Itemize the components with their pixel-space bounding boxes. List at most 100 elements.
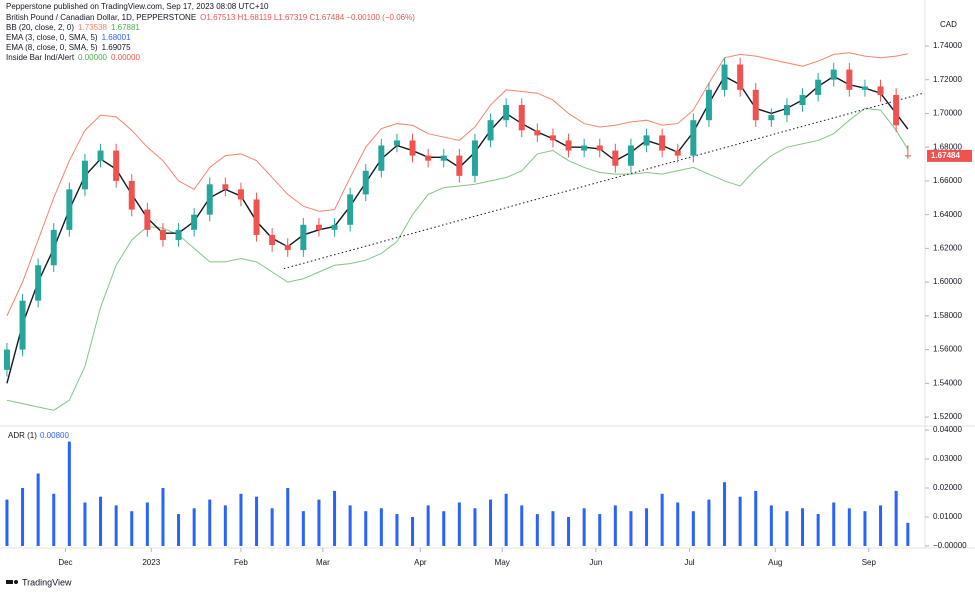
adr-bar [457, 502, 461, 546]
candle-body [300, 224, 307, 251]
adr-bar [161, 488, 165, 546]
adr-bar [348, 505, 352, 546]
candle-body [113, 150, 120, 181]
adr-bar [83, 502, 87, 546]
y-tick-label: 1.72000 [933, 75, 962, 84]
adr-bar [754, 490, 758, 546]
adr-bar [177, 514, 181, 546]
candle-body [799, 94, 806, 106]
adr-bar [582, 508, 586, 546]
x-tick-label: Jun [589, 558, 602, 567]
adr-bar [613, 505, 617, 546]
candle-body [581, 145, 588, 151]
legend-label: EMA (8, close, 0, SMA, 5) [6, 43, 98, 52]
adr-bar [629, 511, 633, 546]
adr-bar [99, 496, 103, 546]
candle-body [456, 155, 463, 176]
candle-body [768, 115, 775, 121]
indicator-line [6, 107, 909, 411]
candle-body [674, 150, 681, 156]
candle-body [175, 229, 182, 240]
legend-value: 1.73538 [78, 23, 107, 32]
adr-bar [723, 482, 727, 546]
adr-bar [598, 514, 602, 546]
adr-bar [395, 514, 399, 546]
y-tick-label: 1.74000 [933, 41, 962, 50]
adr-bar [426, 505, 430, 546]
legend-row: Inside Bar Ind/Alert 0.00000 0.00000 [6, 53, 140, 63]
candle-body [347, 194, 354, 225]
legend-row: BB (20, close, 2, 0) 1.73538 1.67881 [6, 23, 140, 33]
adr-bar [707, 499, 711, 546]
candle-body [284, 245, 291, 251]
legend-row: British Pound / Canadian Dollar, 1D, PEP… [6, 13, 415, 23]
legend-value: 0.00000 [78, 53, 107, 62]
x-tick-label: Mar [316, 558, 330, 567]
adr-bar [364, 511, 368, 546]
candle-body [815, 79, 822, 95]
adr-bar [301, 511, 305, 546]
legend-label: British Pound / Canadian Dollar, 1D, PEP… [6, 13, 197, 22]
y-tick-label: 1.68000 [933, 142, 962, 151]
candle-body [144, 209, 151, 230]
y-tick-label: 1.64000 [933, 210, 962, 219]
adr-bar [67, 441, 71, 546]
adr-bar [879, 505, 883, 546]
adr-bar [738, 496, 742, 546]
x-tick-label: 2023 [142, 558, 160, 567]
footer-brand: TradingView [22, 577, 72, 587]
candle-body [159, 229, 166, 240]
candle-body [19, 300, 26, 350]
candle-body [534, 130, 541, 136]
trend-line [283, 92, 924, 270]
adr-bar [691, 511, 695, 546]
x-tick-label: Feb [234, 558, 248, 567]
adr-bar [52, 493, 56, 546]
adr-bar [255, 496, 259, 546]
y-tick-label: 0.01000 [933, 512, 962, 521]
y-tick-label: −0.00000 [933, 541, 967, 550]
candle-body [705, 89, 712, 121]
x-tick-label: Dec [58, 558, 72, 567]
candle-body [222, 184, 229, 190]
adr-bar [769, 505, 773, 546]
adr-bar [333, 490, 337, 546]
y-tick-label: 1.54000 [933, 378, 962, 387]
candle-body [331, 224, 338, 230]
candle-body [737, 64, 744, 90]
candle-body [206, 184, 213, 215]
adr-bar [863, 511, 867, 546]
x-tick-label: Aug [768, 558, 782, 567]
candle-body [596, 145, 603, 151]
candle-body [471, 140, 478, 176]
adr-bar [239, 493, 243, 546]
legend-value: 1.67881 [110, 23, 140, 32]
candle-body [315, 224, 322, 230]
last-price-label: 1.67484 [931, 151, 960, 160]
candle-body [904, 155, 911, 157]
adr-bar [801, 508, 805, 546]
publisher-line: Pepperstone published on TradingView.com… [6, 2, 269, 11]
adr-bar [676, 502, 680, 546]
y-tick-label: 1.66000 [933, 176, 962, 185]
candle-body [893, 94, 900, 126]
adr-bar [192, 508, 196, 546]
legend-label: Inside Bar Ind/Alert [6, 53, 75, 62]
adr-bar [567, 516, 571, 546]
indicator-line [6, 75, 909, 384]
adr-bar [145, 502, 149, 546]
adr-bar [504, 493, 508, 546]
adr-bar [411, 516, 415, 546]
candle-body [425, 155, 432, 161]
y-tick-label: 1.58000 [933, 311, 962, 320]
adr-bar [442, 511, 446, 546]
candle-body [565, 140, 572, 151]
candle-body [128, 180, 135, 210]
adr-bar [551, 511, 555, 546]
last-price-tag [927, 149, 972, 162]
candle-body [752, 89, 759, 121]
adr-bar [520, 505, 524, 546]
candle-body [503, 105, 510, 121]
candle-body [237, 189, 244, 200]
